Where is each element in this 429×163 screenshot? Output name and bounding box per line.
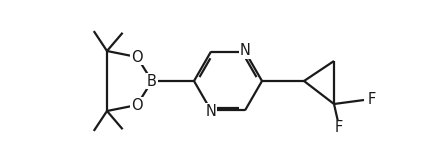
Text: B: B (147, 74, 157, 89)
Text: O: O (131, 50, 143, 65)
Text: F: F (335, 120, 343, 135)
Text: N: N (205, 104, 217, 119)
Text: F: F (368, 92, 376, 108)
Text: N: N (239, 43, 251, 58)
Text: O: O (131, 97, 143, 112)
